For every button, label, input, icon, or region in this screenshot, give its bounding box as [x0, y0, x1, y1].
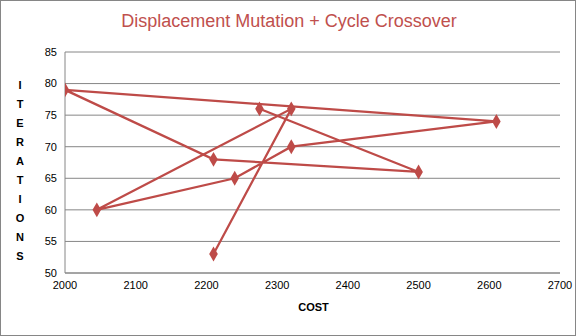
svg-text:2200: 2200	[194, 279, 218, 291]
html-text:I: I	[18, 193, 22, 205]
svg-text:2600: 2600	[477, 279, 501, 291]
svg-text:50: 50	[45, 267, 57, 279]
svg-text:2400: 2400	[336, 279, 360, 291]
html-text:T: T	[16, 174, 24, 186]
svg-text:60: 60	[45, 204, 57, 216]
html-text:T: T	[16, 98, 24, 110]
svg-text:2700: 2700	[548, 279, 568, 291]
svg-text:85: 85	[45, 46, 57, 58]
svg-text:2500: 2500	[406, 279, 430, 291]
html-text:E: E	[16, 117, 24, 129]
html-text:A: A	[16, 155, 24, 167]
html-text:I: I	[18, 79, 22, 91]
svg-text:2100: 2100	[123, 279, 147, 291]
svg-text:2000: 2000	[53, 279, 77, 291]
html-text:O: O	[15, 212, 25, 224]
svg-text:2300: 2300	[265, 279, 289, 291]
html-text:R: R	[16, 136, 24, 148]
svg-text:65: 65	[45, 172, 57, 184]
svg-text:55: 55	[45, 235, 57, 247]
svg-text:70: 70	[45, 141, 57, 153]
svg-text:80: 80	[45, 77, 57, 89]
html-text:Displacement Mutation + Cycle: Displacement Mutation + Cycle Crossover	[121, 11, 457, 31]
html-text:S: S	[16, 250, 24, 262]
svg-text:75: 75	[45, 109, 57, 121]
html-text:COST: COST	[298, 301, 329, 313]
html-text:N: N	[16, 231, 24, 243]
